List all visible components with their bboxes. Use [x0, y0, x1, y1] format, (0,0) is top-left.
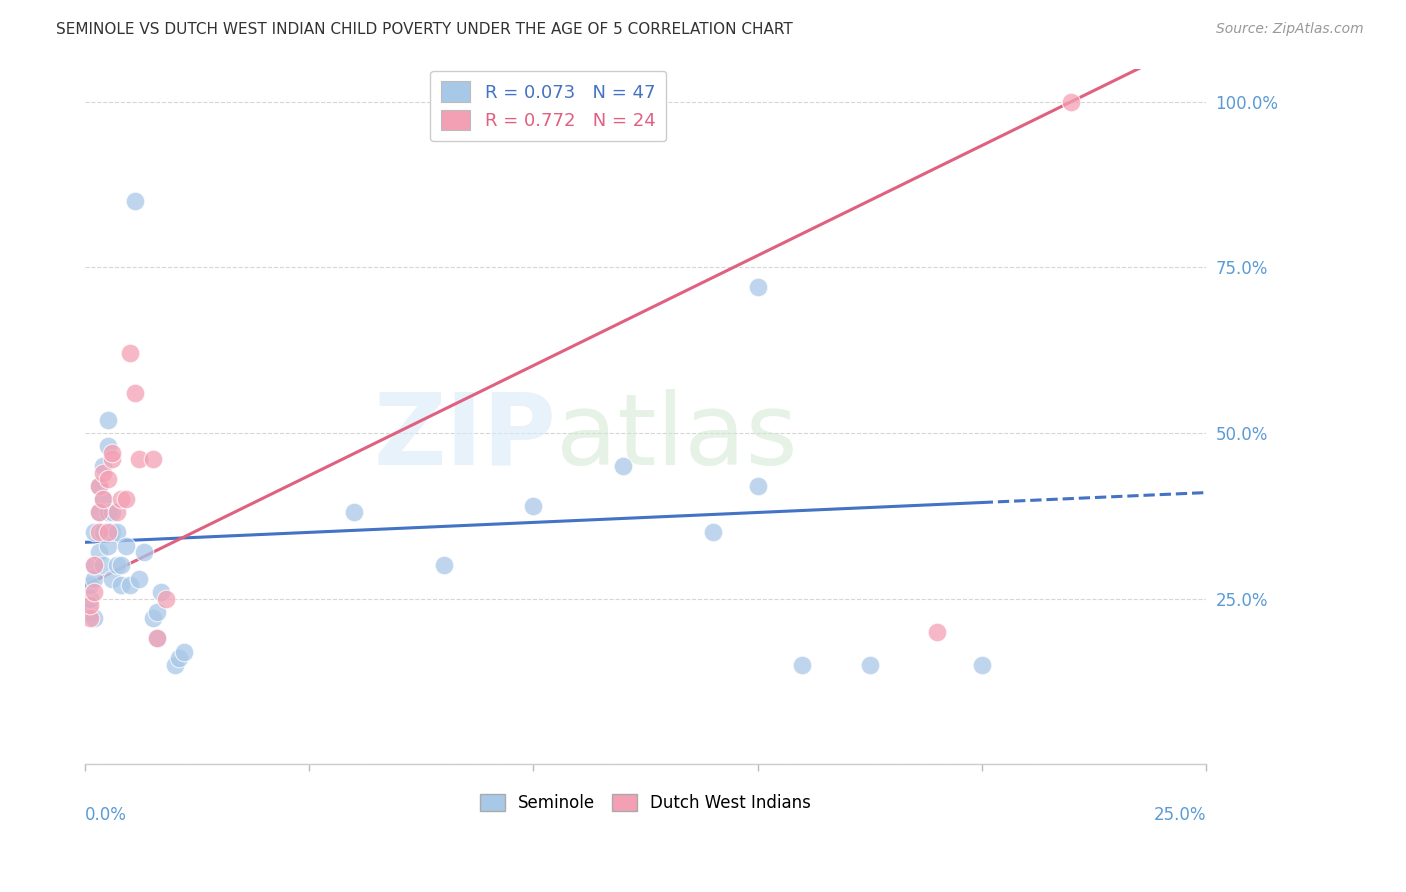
Point	[612, 459, 634, 474]
Point	[87, 506, 110, 520]
Point	[101, 525, 124, 540]
Point	[110, 578, 132, 592]
Point	[101, 506, 124, 520]
Point	[101, 452, 124, 467]
Point	[79, 591, 101, 606]
Point	[87, 545, 110, 559]
Point	[110, 558, 132, 573]
Point	[859, 657, 882, 672]
Point	[79, 605, 101, 619]
Legend: Seminole, Dutch West Indians: Seminole, Dutch West Indians	[474, 787, 818, 819]
Point	[87, 479, 110, 493]
Point	[792, 657, 814, 672]
Point	[155, 591, 177, 606]
Point	[97, 439, 120, 453]
Point	[87, 506, 110, 520]
Point	[132, 545, 155, 559]
Point	[128, 452, 150, 467]
Point	[114, 492, 136, 507]
Point	[747, 280, 769, 294]
Point	[87, 479, 110, 493]
Point	[1060, 95, 1083, 109]
Text: Source: ZipAtlas.com: Source: ZipAtlas.com	[1216, 22, 1364, 37]
Point	[747, 479, 769, 493]
Point	[97, 472, 120, 486]
Point	[522, 499, 544, 513]
Point	[120, 578, 142, 592]
Point	[83, 558, 105, 573]
Point	[146, 605, 169, 619]
Text: 25.0%: 25.0%	[1153, 806, 1206, 824]
Point	[163, 657, 186, 672]
Point	[128, 572, 150, 586]
Point	[97, 506, 120, 520]
Text: ZIP: ZIP	[373, 389, 555, 486]
Point	[91, 492, 114, 507]
Point	[970, 657, 993, 672]
Point	[87, 525, 110, 540]
Point	[79, 578, 101, 592]
Point	[343, 506, 366, 520]
Point	[97, 525, 120, 540]
Point	[79, 611, 101, 625]
Point	[91, 492, 114, 507]
Point	[702, 525, 724, 540]
Text: 0.0%: 0.0%	[86, 806, 127, 824]
Point	[141, 611, 163, 625]
Text: atlas: atlas	[555, 389, 797, 486]
Point	[79, 599, 101, 613]
Point	[146, 632, 169, 646]
Point	[169, 651, 191, 665]
Point	[97, 413, 120, 427]
Text: SEMINOLE VS DUTCH WEST INDIAN CHILD POVERTY UNDER THE AGE OF 5 CORRELATION CHART: SEMINOLE VS DUTCH WEST INDIAN CHILD POVE…	[56, 22, 793, 37]
Point	[83, 572, 105, 586]
Point	[91, 525, 114, 540]
Point	[105, 558, 128, 573]
Point	[120, 346, 142, 360]
Point	[83, 558, 105, 573]
Point	[124, 386, 146, 401]
Point	[91, 558, 114, 573]
Point	[83, 585, 105, 599]
Point	[110, 492, 132, 507]
Point	[83, 525, 105, 540]
Point	[101, 572, 124, 586]
Point	[925, 624, 948, 639]
Point	[83, 611, 105, 625]
Point	[433, 558, 456, 573]
Point	[97, 539, 120, 553]
Point	[91, 459, 114, 474]
Point	[91, 466, 114, 480]
Point	[146, 632, 169, 646]
Point	[141, 452, 163, 467]
Point	[173, 645, 195, 659]
Point	[101, 446, 124, 460]
Point	[114, 539, 136, 553]
Point	[150, 585, 173, 599]
Point	[105, 525, 128, 540]
Point	[124, 194, 146, 208]
Point	[105, 506, 128, 520]
